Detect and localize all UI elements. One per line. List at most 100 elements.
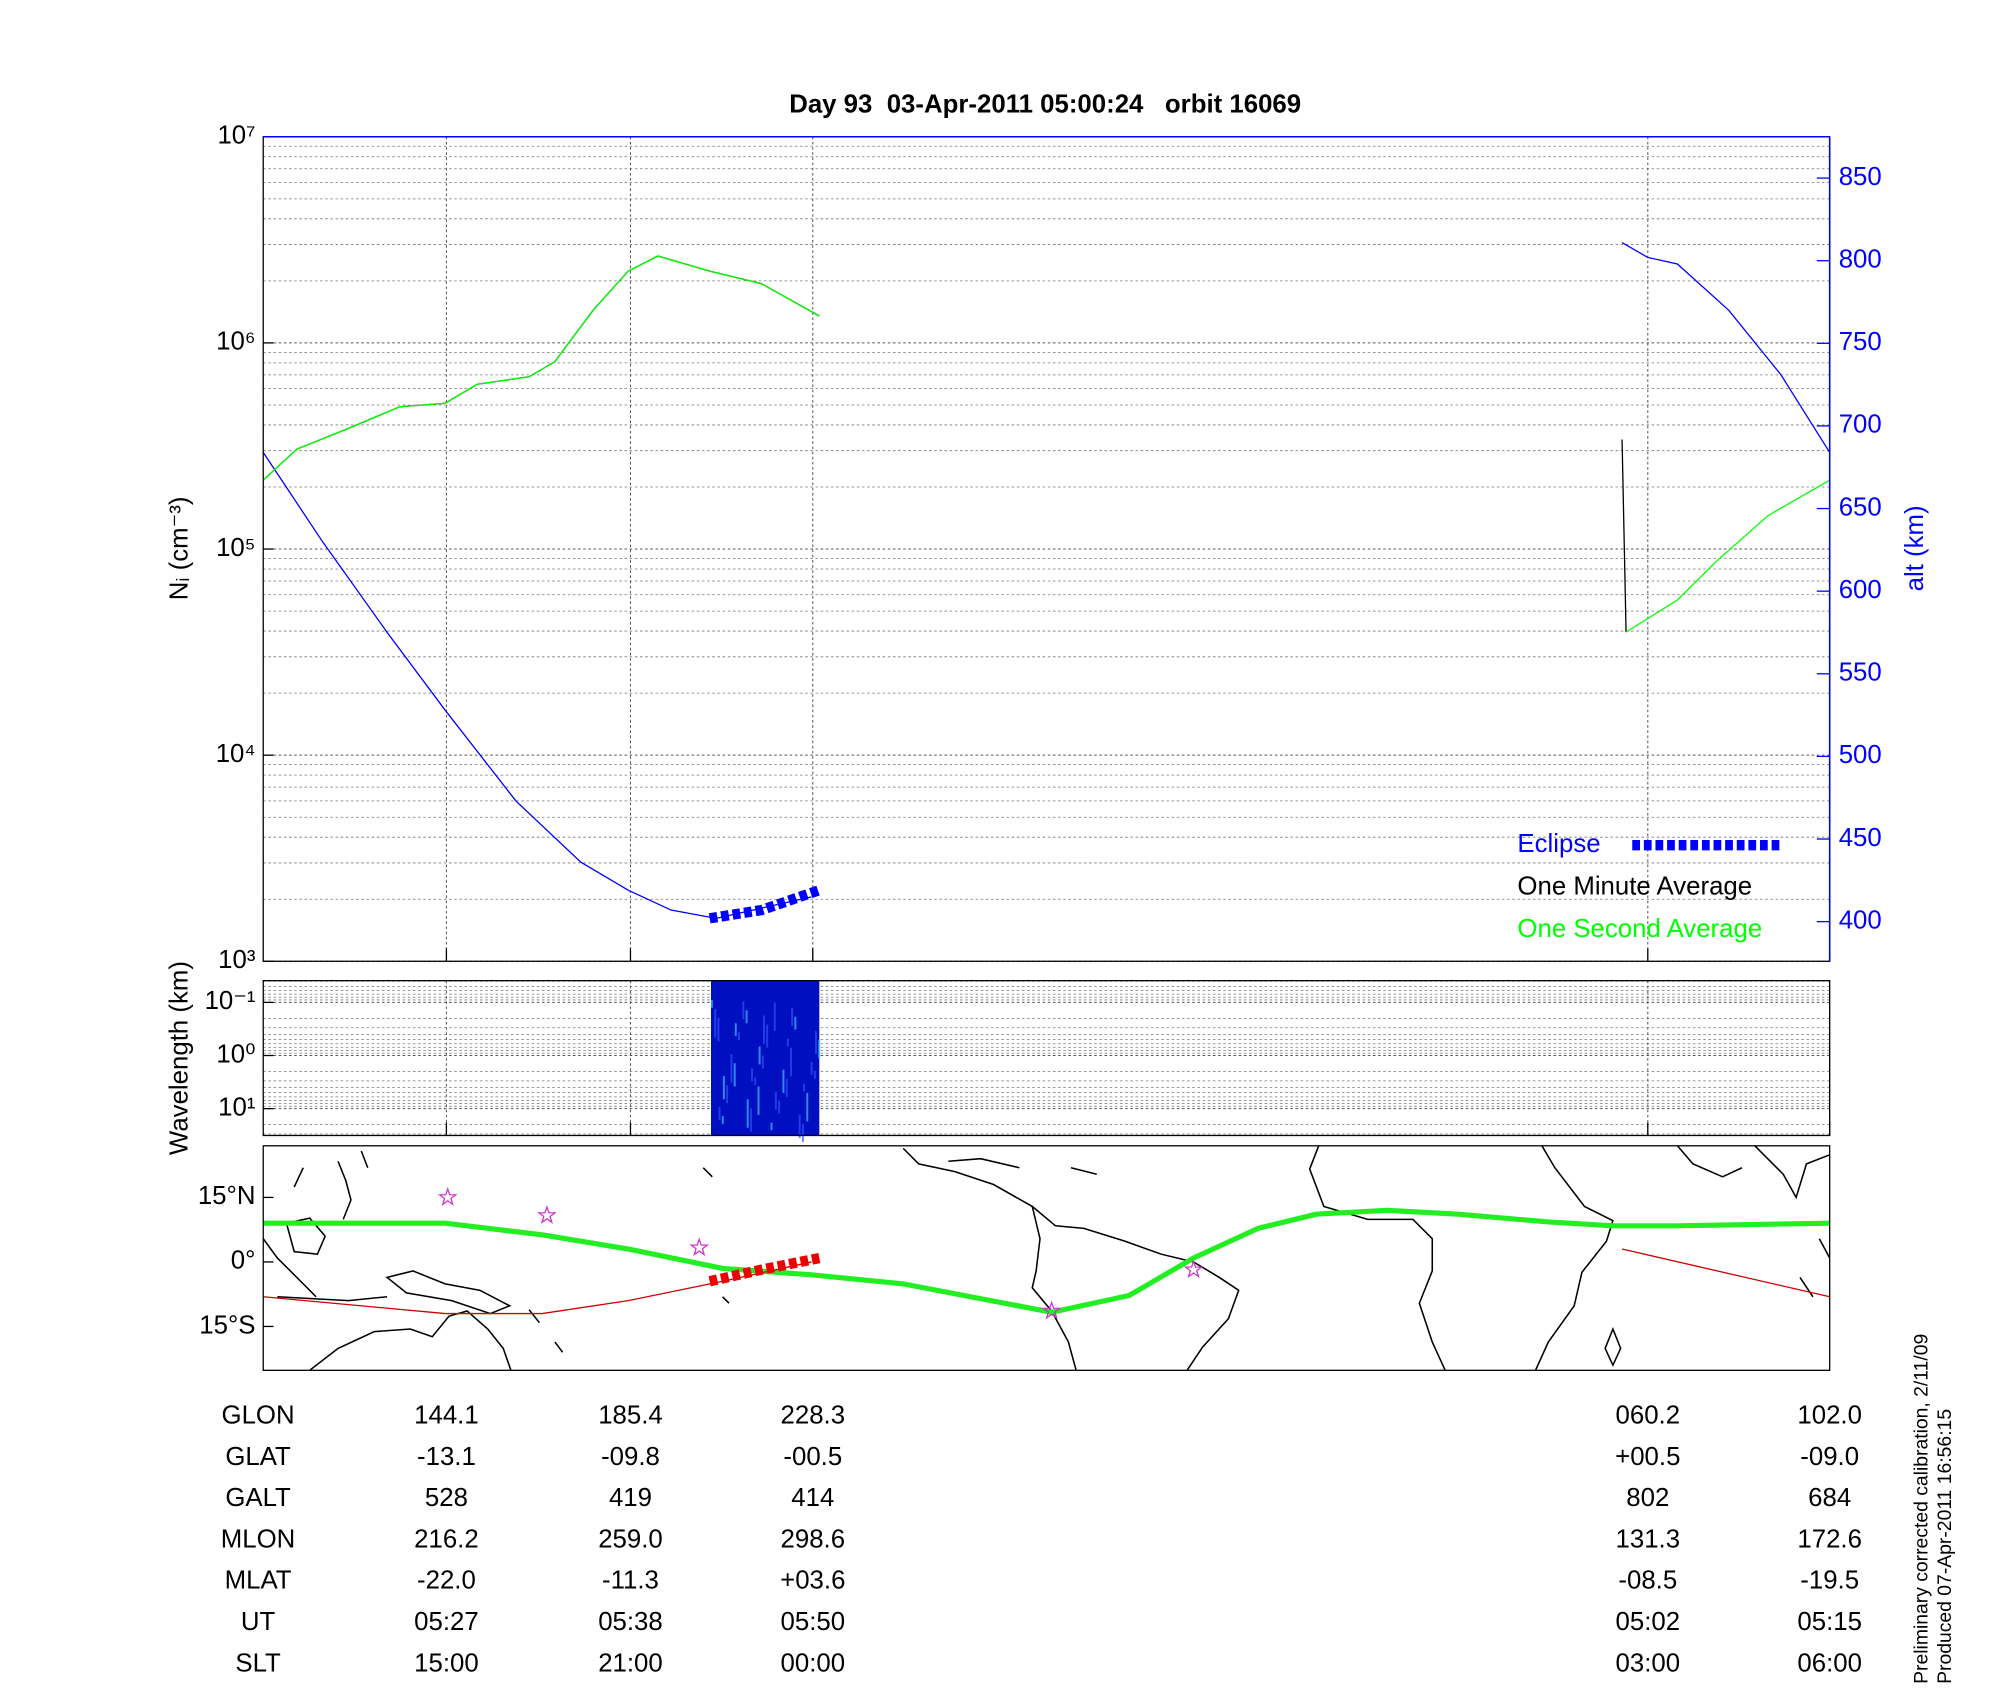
spectrogram-streak [722,1076,725,1100]
spectrogram-streak [766,1024,769,1048]
row-label: MLON [221,1525,296,1553]
spectrogram-streak [761,1055,764,1069]
spectrogram-streak [818,1040,821,1059]
y-tick-label: 15°S [199,1311,255,1339]
spectrogram-streak [717,1018,720,1042]
y2-tick-label: 600 [1839,576,1882,604]
spectrogram-streak [790,1047,792,1077]
table-cell: -09.0 [1800,1443,1859,1471]
row-label: SLT [235,1649,281,1677]
table-cell: 684 [1808,1484,1851,1512]
data-line [708,885,822,924]
spectrogram-streak [757,1086,760,1115]
table-cell: 228.3 [781,1402,846,1430]
table-cell: -09.8 [601,1443,660,1471]
spectrogram-streak [770,1122,773,1131]
y-tick-label: 15°N [198,1182,256,1210]
spectrogram-streak [710,1000,713,1008]
table-cell: -22.0 [417,1567,476,1595]
y2-tick-label: 500 [1839,741,1882,769]
table-cell: 419 [609,1484,652,1512]
spectrogram-streak [721,1116,724,1124]
spectrogram-streak [806,1092,809,1122]
table-cell: 060.2 [1616,1402,1681,1430]
table-cell: -08.5 [1618,1567,1677,1595]
star-marker [689,1237,710,1257]
spectrogram-streak [810,1061,813,1075]
y2-axis-label: alt (km) [1901,505,1929,591]
legend-label: One Second Average [1517,915,1762,943]
spectrogram-streak [746,1099,749,1128]
spectrogram-streak [754,1077,757,1086]
spectrogram-streak [738,1032,740,1040]
row-label: GALT [225,1484,291,1512]
star-marker [1041,1300,1062,1320]
footer-note: Produced 07-Apr-2011 16:56:15 [1934,1409,1956,1684]
y-tick-label: 10⁷ [217,122,255,150]
table-cell: 216.2 [414,1525,479,1553]
table-cell: 528 [425,1484,468,1512]
spectrogram-streak [773,1002,776,1031]
table-cell: 298.6 [781,1525,846,1553]
table-cell: 05:50 [781,1608,846,1636]
y-tick-label: 10⁶ [216,328,255,356]
table-cell: 185.4 [598,1402,663,1430]
star-marker [1183,1259,1204,1279]
table-cell: 144.1 [414,1402,479,1430]
table-cell: -00.5 [783,1443,842,1471]
legend-label: One Minute Average [1517,873,1752,901]
y-axis-label: Wavelength (km) [165,961,193,1155]
y-tick-label: 10⁴ [216,740,256,768]
table-cell: 259.0 [598,1525,663,1553]
y-tick-label: 10⁵ [216,534,255,562]
chart-title: Day 93 03-Apr-2011 05:00:24 orbit 16069 [789,91,1301,119]
spectrogram-texture [710,1000,821,1142]
spectrogram-streak [742,1001,745,1020]
spectrogram-streak [785,1078,788,1097]
y-tick-label: 10³ [218,946,256,974]
spectrogram-streak [718,1107,721,1120]
row-label: GLAT [225,1443,291,1471]
plot-frame [262,1145,1831,1371]
table-cell: 05:38 [598,1608,663,1636]
y-tick-label: 10⁰ [216,1040,255,1068]
table-cell: 172.6 [1797,1525,1862,1553]
spectrogram-streak [751,1068,753,1082]
spectrogram-streak [801,1123,804,1142]
spectrogram-streak [734,1023,737,1037]
spectrogram-streak [791,1007,794,1026]
table-cell: 05:27 [414,1608,479,1636]
spectrogram-streak [745,1010,748,1024]
spectrogram-streak [813,1070,816,1079]
table-cell: 05:02 [1616,1608,1681,1636]
track-line [263,1207,1830,1315]
table-cell: +03.6 [780,1567,845,1595]
spectrogram-streak [714,1009,717,1038]
y-tick-label: 10¹ [218,1093,256,1121]
y2-tick-label: 650 [1839,493,1882,521]
y-axis-label: Nᵢ (cm⁻³) [165,497,193,601]
spectrogram-streak [798,1114,801,1139]
star-marker [537,1205,557,1224]
y2-tick-label: 850 [1839,163,1882,191]
table-cell: 414 [791,1484,834,1512]
y2-tick-label: 400 [1839,906,1882,934]
spectrogram-streak [786,1038,789,1047]
row-label: UT [241,1608,276,1636]
table-cell: 03:00 [1616,1649,1681,1677]
y-tick-label: 10⁻¹ [205,987,256,1015]
table-cell: 102.0 [1797,1402,1862,1430]
table-cell: -11.3 [602,1567,659,1595]
footer-note: Preliminary corrected calibration, 2/11/… [1911,1334,1933,1684]
spectrogram-streak [778,1100,781,1114]
track-line [708,1253,821,1287]
data-line [263,255,1627,633]
spectrogram-streak [803,1083,805,1092]
legend-label: Eclipse [1517,830,1600,858]
table-cell: 05:15 [1797,1608,1862,1636]
table-cell: 131.3 [1616,1525,1681,1553]
spectrogram-streak [726,1085,729,1104]
y2-tick-label: 700 [1839,411,1882,439]
